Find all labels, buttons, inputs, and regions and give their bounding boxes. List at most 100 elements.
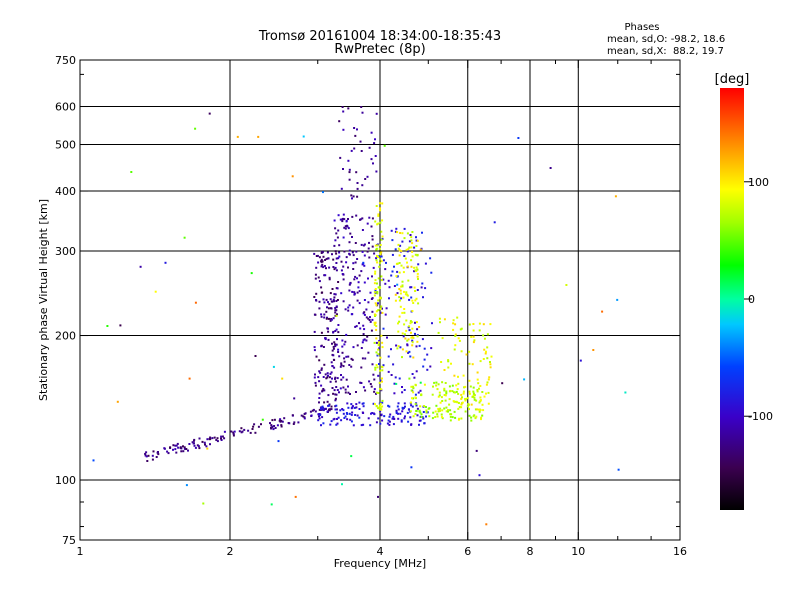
data-point	[288, 422, 291, 425]
data-point	[468, 323, 471, 326]
data-point	[320, 252, 323, 254]
data-point	[354, 242, 357, 244]
data-point	[321, 389, 324, 392]
data-point	[338, 391, 340, 394]
data-point	[172, 444, 175, 447]
data-point	[472, 415, 475, 418]
data-point	[489, 363, 492, 366]
data-point	[416, 239, 419, 242]
data-point	[337, 416, 340, 419]
data-point	[448, 385, 451, 388]
data-point	[342, 365, 345, 368]
data-point	[202, 502, 205, 505]
data-point	[314, 381, 317, 384]
data-point	[354, 134, 357, 137]
data-point	[369, 291, 372, 294]
data-point	[375, 421, 378, 424]
data-point	[375, 325, 378, 328]
data-point	[444, 382, 447, 384]
data-point	[418, 419, 421, 422]
data-point	[380, 260, 383, 263]
data-point	[243, 428, 246, 431]
data-point	[419, 405, 422, 408]
data-point	[391, 253, 394, 256]
data-point	[413, 246, 416, 249]
data-point	[378, 347, 381, 350]
data-point	[517, 137, 520, 139]
data-point	[360, 150, 363, 152]
data-point	[436, 388, 439, 391]
data-point	[330, 371, 333, 374]
data-point	[314, 410, 317, 413]
data-point	[335, 343, 338, 346]
data-point	[334, 345, 337, 348]
data-point	[362, 386, 365, 389]
data-point	[163, 447, 166, 450]
data-point	[334, 307, 337, 309]
data-point	[154, 290, 157, 293]
data-point	[367, 317, 370, 320]
data-point	[378, 247, 381, 250]
data-point	[276, 424, 279, 427]
data-point	[421, 231, 423, 234]
data-point	[394, 230, 397, 233]
data-point	[384, 313, 387, 316]
data-point	[377, 299, 380, 302]
data-point	[387, 370, 390, 373]
data-point	[358, 322, 360, 325]
data-point	[429, 257, 432, 260]
data-point	[156, 451, 159, 454]
data-point	[411, 327, 414, 330]
data-point	[414, 290, 417, 292]
data-point	[435, 381, 438, 384]
data-point	[327, 301, 329, 304]
data-point	[450, 362, 452, 365]
colorbar-ticks: 100 0 -100	[744, 176, 773, 423]
data-point	[452, 391, 455, 394]
data-point	[458, 406, 461, 409]
data-point	[460, 403, 463, 406]
data-point	[157, 453, 160, 456]
data-point	[390, 348, 392, 351]
data-point	[471, 395, 474, 398]
data-point	[380, 275, 383, 278]
data-point	[318, 392, 321, 395]
data-point	[318, 359, 321, 362]
data-point	[318, 415, 320, 418]
data-point	[471, 363, 474, 366]
data-point	[392, 363, 395, 366]
data-point	[323, 363, 326, 366]
data-point	[331, 288, 334, 290]
data-point	[327, 327, 329, 330]
data-point	[373, 390, 376, 393]
y-tick-label: 400	[55, 185, 76, 198]
data-point	[379, 252, 382, 255]
data-point	[372, 162, 374, 165]
data-point	[352, 346, 355, 349]
data-point	[345, 333, 348, 336]
data-point	[380, 408, 383, 411]
data-point	[379, 356, 382, 359]
data-point	[313, 252, 316, 255]
data-point	[378, 262, 381, 265]
data-point	[402, 271, 405, 274]
data-point	[361, 111, 364, 114]
data-point	[322, 346, 325, 348]
data-point	[420, 416, 423, 418]
data-point	[415, 266, 418, 269]
data-point	[401, 410, 404, 413]
data-point	[412, 415, 415, 418]
data-point	[188, 377, 191, 380]
data-point	[281, 420, 284, 423]
data-point	[374, 270, 377, 273]
data-point	[406, 265, 409, 268]
data-point	[343, 417, 346, 419]
data-point	[397, 322, 399, 325]
data-point	[344, 227, 347, 230]
data-point	[335, 262, 338, 264]
data-point	[315, 255, 318, 257]
data-point	[348, 241, 351, 244]
data-point	[476, 389, 479, 391]
data-point	[360, 366, 363, 369]
data-point	[336, 389, 339, 391]
